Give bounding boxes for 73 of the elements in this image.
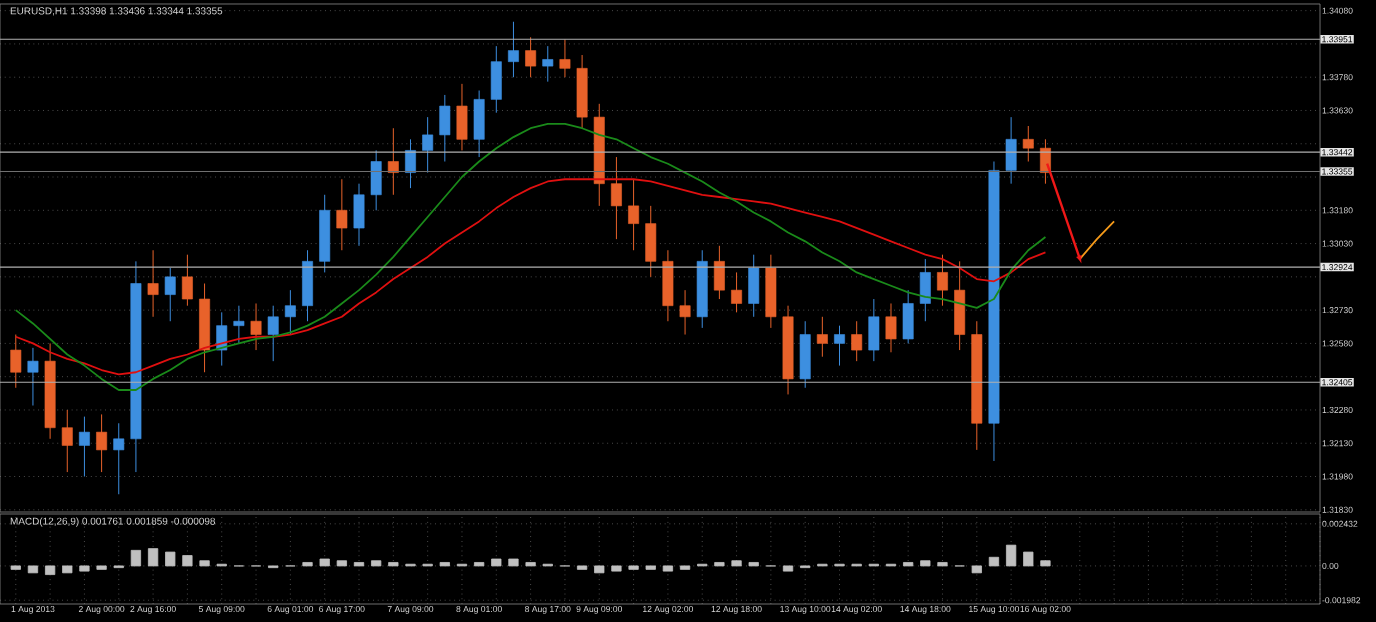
candlestick [628,178,640,251]
candlestick [868,298,880,362]
candlestick [559,38,571,78]
bar [508,558,519,567]
candlestick [78,416,90,478]
candlestick [748,254,760,318]
candlestick [816,316,828,358]
bar [199,560,210,567]
candlestick [851,320,863,362]
bar [319,558,330,567]
candlestick [336,178,348,251]
candlestick [610,156,622,240]
candlestick [233,305,245,344]
bar [594,565,605,574]
bar [44,565,56,575]
candlestick [834,325,845,367]
candlestick [662,249,674,322]
bar [182,555,193,567]
candlestick [284,289,296,336]
bar [165,551,176,567]
candlestick [10,334,22,389]
candlestick [113,422,125,495]
candlestick [405,138,416,189]
bar [147,548,159,567]
candlestick [490,45,502,114]
candlestick [508,21,519,78]
bar [731,560,742,567]
bar [662,565,674,572]
candlestick [799,320,811,389]
candlestick [250,302,262,351]
candlestick [353,183,365,247]
candlestick [370,149,382,211]
candlestick [731,271,742,313]
bar [1006,544,1017,567]
candlestick [147,249,159,318]
candlestick [302,249,313,322]
bar [988,556,1000,567]
candlestick [267,305,279,362]
bar [782,565,794,572]
candlestick [1022,125,1034,162]
candlestick [954,260,966,351]
candlestick [645,205,657,278]
bar [27,565,39,574]
candlestick [61,409,73,473]
candlestick [525,36,537,78]
candlestick [387,127,399,196]
candlestick [27,347,39,407]
candlestick [473,90,485,158]
bar [491,558,502,567]
bar [336,560,347,567]
bar [971,565,982,574]
candlestick [164,267,176,322]
candlestick [937,254,948,307]
candlestick [96,413,108,473]
candlestick [542,45,554,83]
bar [1023,551,1034,567]
candlestick [456,83,468,151]
bar [62,565,73,574]
bar [371,560,382,567]
bar [130,549,142,567]
candlestick [181,254,193,307]
bar [611,565,622,572]
candlestick [679,289,691,336]
bar [920,560,931,567]
candlestick [422,116,434,174]
candlestick [885,302,897,353]
candlestick [439,94,451,162]
bar [79,565,90,572]
candlestick [1005,116,1017,185]
candlestick [713,245,725,300]
bar [1040,560,1051,567]
candlestick [902,289,914,344]
candlestick [919,258,931,322]
